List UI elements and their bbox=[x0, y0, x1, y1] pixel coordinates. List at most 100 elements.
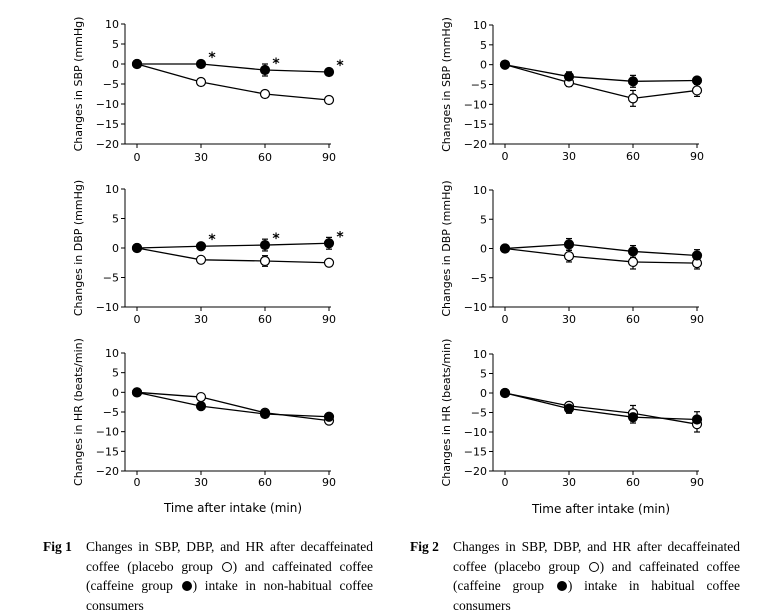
caption-text: coffee (placebo group bbox=[86, 559, 221, 574]
y-tick-label: −10 bbox=[96, 301, 119, 314]
x-tick-label: 30 bbox=[194, 313, 208, 326]
caffeine-point bbox=[261, 409, 270, 418]
y-tick-label: −5 bbox=[471, 272, 487, 285]
caffeine-point bbox=[693, 415, 702, 424]
caffeine-point bbox=[325, 412, 334, 421]
caffeine-series-line bbox=[137, 243, 329, 248]
filled-circle-marker-icon bbox=[182, 581, 192, 591]
caffeine-point bbox=[501, 60, 510, 69]
placebo-point bbox=[261, 90, 270, 99]
x-tick-label: 90 bbox=[322, 476, 336, 489]
y-tick-label: −5 bbox=[471, 407, 487, 420]
y-tick-label: 5 bbox=[480, 213, 487, 226]
figure-1-caption-text: Changes in SBP, DBP, and HR after decaff… bbox=[86, 537, 373, 615]
caption-text: Changes in SBP, DBP, and HR after decaff… bbox=[453, 539, 740, 554]
caption-text: Changes in SBP, DBP, and HR after decaff… bbox=[86, 539, 373, 554]
caffeine-point bbox=[261, 241, 270, 250]
y-tick-label: 10 bbox=[473, 184, 487, 197]
caption-text: ) and caffeinated coffee bbox=[600, 559, 740, 574]
placebo-point bbox=[325, 258, 334, 267]
caffeine-point bbox=[197, 402, 206, 411]
placebo-point bbox=[629, 257, 638, 266]
y-tick-label: 10 bbox=[105, 183, 119, 196]
caffeine-point bbox=[693, 76, 702, 85]
placebo-point bbox=[261, 256, 270, 265]
y-axis-label: Changes in DBP (mmHg) bbox=[440, 180, 453, 316]
x-tick-label: 0 bbox=[134, 313, 141, 326]
open-circle-marker-icon bbox=[589, 562, 599, 572]
figure-1-label: Fig 1 bbox=[43, 537, 72, 557]
y-tick-label: 0 bbox=[480, 243, 487, 256]
y-tick-label: −10 bbox=[464, 98, 487, 111]
caption-text: coffee (placebo group bbox=[453, 559, 588, 574]
placebo-point bbox=[197, 393, 206, 402]
x-tick-label: 30 bbox=[562, 150, 576, 163]
significance-star: * bbox=[208, 50, 216, 66]
caffeine-point bbox=[325, 239, 334, 248]
caption-text: (caffeine group bbox=[86, 578, 181, 593]
x-tick-label: 0 bbox=[502, 476, 509, 489]
y-tick-label: −5 bbox=[103, 406, 119, 419]
placebo-point bbox=[197, 255, 206, 264]
y-tick-label: −20 bbox=[96, 138, 119, 151]
caption-line: consumers bbox=[453, 596, 740, 615]
y-tick-label: 5 bbox=[112, 213, 119, 226]
caffeine-point bbox=[197, 242, 206, 251]
caption-line: (caffeine group ) intake in non-habitual… bbox=[86, 576, 373, 596]
caffeine-point bbox=[565, 240, 574, 249]
y-axis-label: Changes in DBP (mmHg) bbox=[72, 180, 85, 316]
y-tick-label: −10 bbox=[96, 98, 119, 111]
x-tick-label: 0 bbox=[134, 476, 141, 489]
y-axis-label: Changes in HR (beats/min) bbox=[440, 339, 453, 487]
caption-line: Changes in SBP, DBP, and HR after decaff… bbox=[453, 537, 740, 557]
y-tick-label: 0 bbox=[112, 242, 119, 255]
x-tick-label: 90 bbox=[322, 313, 336, 326]
x-tick-label: 30 bbox=[194, 151, 208, 164]
significance-star: * bbox=[336, 58, 344, 74]
y-tick-label: 0 bbox=[480, 387, 487, 400]
caffeine-point bbox=[133, 60, 142, 69]
caffeine-point bbox=[197, 60, 206, 69]
caption-line: (caffeine group ) intake in habitual cof… bbox=[453, 576, 740, 596]
x-tick-label: 30 bbox=[562, 313, 576, 326]
caffeine-series-line bbox=[137, 64, 329, 72]
significance-star: * bbox=[272, 56, 280, 72]
caffeine-point bbox=[501, 244, 510, 253]
caffeine-point bbox=[133, 244, 142, 253]
y-tick-label: 10 bbox=[473, 348, 487, 361]
y-tick-label: −10 bbox=[464, 426, 487, 439]
placebo-series-line bbox=[505, 393, 697, 424]
y-tick-label: −15 bbox=[464, 118, 487, 131]
x-tick-label: 0 bbox=[502, 150, 509, 163]
y-tick-label: 0 bbox=[480, 59, 487, 72]
y-axis-label: Changes in HR (beats/min) bbox=[72, 338, 85, 486]
figure-2-caption: Fig 2 Changes in SBP, DBP, and HR after … bbox=[410, 537, 740, 615]
y-axis-label: Changes in SBP (mmHg) bbox=[72, 17, 85, 152]
y-tick-label: 10 bbox=[105, 18, 119, 31]
figure-2-label: Fig 2 bbox=[410, 537, 439, 557]
x-tick-label: 30 bbox=[562, 476, 576, 489]
x-tick-label: 60 bbox=[258, 151, 272, 164]
x-tick-label: 0 bbox=[134, 151, 141, 164]
y-tick-label: −10 bbox=[464, 301, 487, 314]
caption-text: ) intake in non-habitual coffee bbox=[193, 578, 373, 593]
significance-star: * bbox=[336, 229, 344, 245]
filled-circle-marker-icon bbox=[557, 581, 567, 591]
y-tick-label: −5 bbox=[103, 78, 119, 91]
caffeine-point bbox=[261, 66, 270, 75]
x-tick-label: 60 bbox=[258, 476, 272, 489]
caption-line: coffee (placebo group ) and caffeinated … bbox=[86, 557, 373, 577]
y-tick-label: −20 bbox=[96, 465, 119, 478]
x-tick-label: 60 bbox=[626, 150, 640, 163]
caption-text: consumers bbox=[453, 598, 511, 613]
y-tick-label: 0 bbox=[112, 386, 119, 399]
caffeine-series-line bbox=[505, 244, 697, 255]
x-tick-label: 0 bbox=[502, 313, 509, 326]
significance-star: * bbox=[272, 231, 280, 247]
x-axis-title: Time after intake (min) bbox=[531, 502, 670, 516]
placebo-series-line bbox=[137, 64, 329, 100]
